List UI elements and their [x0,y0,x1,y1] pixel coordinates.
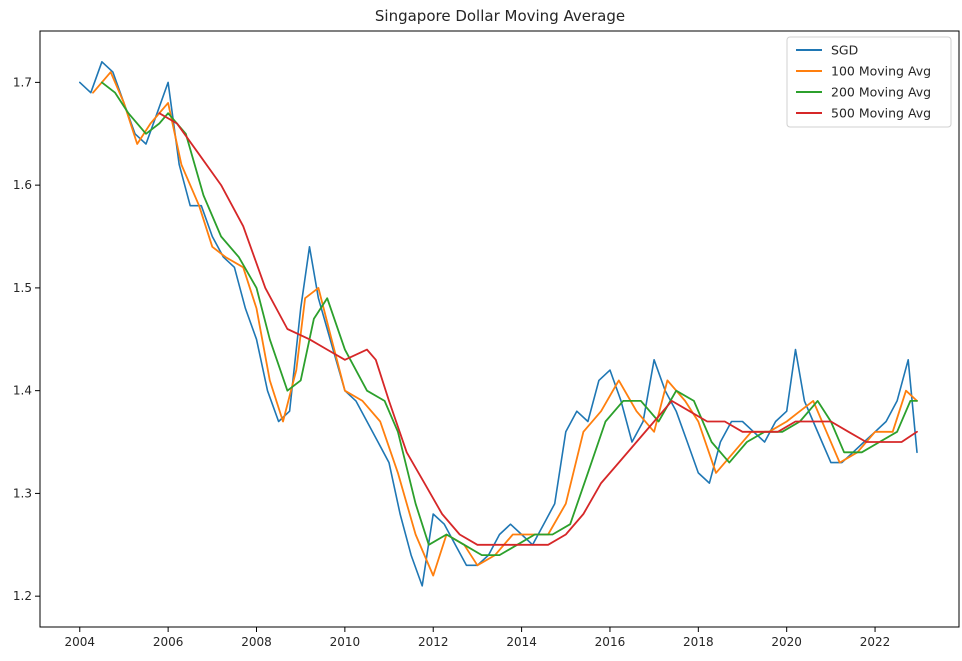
y-tick-label: 1.5 [13,281,32,295]
y-tick-label: 1.2 [13,589,32,603]
series-layer [79,61,918,587]
x-tick-label: 2006 [153,635,184,649]
series-line-0 [79,61,918,587]
x-tick-label: 2012 [418,635,449,649]
series-line-1 [92,71,918,577]
legend-label: 200 Moving Avg [831,85,931,100]
x-tick-label: 2018 [683,635,714,649]
x-tick-label: 2010 [330,635,361,649]
x-tick-label: 2022 [860,635,891,649]
legend-label: SGD [831,43,858,58]
x-axis: 2004 2006 2008 2010 2012 2014 2016 2018 2020 2022 [64,627,890,649]
x-tick-label: 2020 [771,635,802,649]
x-tick-label: 2004 [64,635,95,649]
legend: SGD 100 Moving Avg 200 Moving Avg 500 Movin… [786,36,952,128]
series-line-2 [101,81,918,556]
legend-label: 500 Moving Avg [831,106,931,121]
series-line-3 [158,112,918,546]
x-tick-label: 2014 [506,635,537,649]
y-tick-label: 1.6 [13,178,32,192]
y-tick-label: 1.4 [13,384,32,398]
x-tick-label: 2016 [595,635,626,649]
y-axis: 1.2 1.3 1.4 1.5 1.6 1.7 [13,75,40,603]
plot-area-frame [39,30,960,628]
chart-title: Singapore Dollar Moving Average [375,7,625,25]
x-tick-label: 2008 [241,635,272,649]
legend-box [786,36,952,128]
legend-label: 100 Moving Avg [831,64,931,79]
y-tick-label: 1.7 [13,75,32,89]
y-tick-label: 1.3 [13,486,32,500]
